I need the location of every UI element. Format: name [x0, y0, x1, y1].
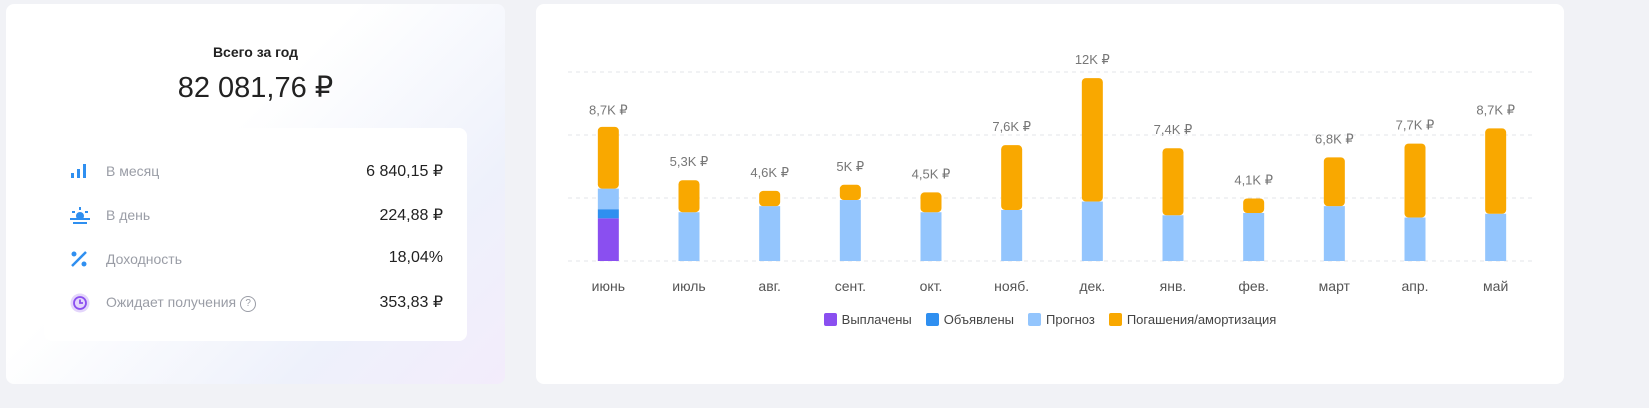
bar-segment: [1243, 198, 1265, 213]
total-label: 7,4K ₽: [1154, 122, 1193, 137]
bar-segment: [678, 212, 700, 261]
stat-value: 353,83 ₽: [379, 294, 443, 311]
legend-swatch: [1028, 313, 1042, 326]
x-tick-label: янв.: [1160, 278, 1187, 294]
legend-swatch: [823, 313, 837, 326]
bar-segment: [1323, 206, 1345, 261]
legend-item[interactable]: Погашения/амортизация: [1108, 312, 1277, 327]
total-label: 5,3K ₽: [670, 154, 709, 169]
stat-row: В месяц 6 840,15 ₽: [44, 159, 467, 183]
hint-icon[interactable]: ?: [240, 296, 257, 312]
bar-segment: [1243, 212, 1265, 261]
stat-label: Ожидает получения?: [106, 294, 257, 312]
legend-label: Погашения/амортизация: [1126, 312, 1277, 327]
stat-value: 224,88 ₽: [379, 207, 443, 224]
bar-segment: [597, 209, 619, 219]
legend: Выплачены Объявлены Прогноз Погашения/аморт…: [536, 312, 1564, 327]
total-label: 7,7K ₽: [1396, 118, 1435, 133]
bar-segment: [597, 188, 619, 210]
stat-row: Доходность 18,04%: [44, 247, 467, 271]
x-tick-label: июнь: [592, 278, 625, 294]
chart: 8,7K ₽ июнь 5,3K ₽ июль 4,6K ₽ авг. 5K ₽ сент. 4…: [568, 52, 1536, 294]
legend-label: Прогноз: [1046, 312, 1095, 327]
bar-segment: [839, 200, 861, 261]
x-tick-label: июль: [672, 278, 705, 294]
bar-segment: [1485, 213, 1507, 261]
stat-row: В день 224,88 ₽: [44, 203, 467, 227]
x-tick-label: дек.: [1079, 278, 1105, 294]
stat-label-text: Ожидает получения: [106, 294, 237, 310]
x-tick-label: апр.: [1401, 278, 1428, 294]
stat-label: В день: [106, 207, 151, 223]
stat-value: 6 840,15 ₽: [366, 163, 443, 180]
icon: [70, 207, 90, 224]
bar-segment: [920, 192, 942, 213]
bar-segment: [920, 212, 942, 261]
bar-segment: [1404, 217, 1426, 261]
stat-value: 18,04%: [388, 249, 443, 266]
bar-segment: [1162, 148, 1184, 216]
total-label: 8,7K ₽: [589, 102, 628, 117]
legend-swatch: [1108, 313, 1122, 326]
bar-segment: [1001, 209, 1023, 261]
x-tick-label: март: [1319, 278, 1351, 294]
bar-segment: [1081, 201, 1103, 261]
bar-segment: [759, 190, 781, 207]
x-tick-label: окт.: [920, 278, 943, 294]
bar-segment: [1001, 145, 1023, 210]
total-label: 7,6K ₽: [992, 119, 1031, 134]
legend-label: Объявлены: [943, 312, 1015, 327]
bar-segment: [839, 184, 861, 201]
icon: [70, 293, 90, 313]
bar-segment: [597, 218, 619, 261]
icon: [71, 164, 86, 178]
summary-title: Всего за год: [212, 44, 299, 60]
legend-item[interactable]: Объявлены: [925, 312, 1015, 327]
summary-total: 82 081,76 ₽: [177, 72, 334, 104]
legend-label: Выплачены: [841, 312, 912, 327]
legend-item[interactable]: Выплачены: [823, 312, 912, 327]
chart-panel: 8,7K ₽ июнь 5,3K ₽ июль 4,6K ₽ авг. 5K ₽ сент. 4…: [536, 4, 1564, 384]
bar-segment: [1404, 143, 1426, 218]
x-tick-label: нояб.: [994, 278, 1029, 294]
stat-label: В месяц: [106, 163, 160, 179]
x-tick-label: фев.: [1238, 278, 1269, 294]
total-label: 12K ₽: [1075, 52, 1110, 67]
total-label: 6,8K ₽: [1315, 131, 1354, 146]
total-label: 4,1K ₽: [1234, 173, 1273, 188]
legend-item[interactable]: Прогноз: [1028, 312, 1095, 327]
icon: [71, 251, 87, 267]
summary-panel: Всего за год 82 081,76 ₽ В месяц 6 840,1…: [6, 4, 505, 384]
bar-segment: [1162, 215, 1184, 261]
total-label: 4,5K ₽: [912, 166, 951, 181]
bar-segment: [1323, 157, 1345, 207]
bar-segment: [759, 206, 781, 261]
stat-row: Ожидает получения? 353,83 ₽: [44, 290, 467, 314]
legend-swatch: [925, 313, 939, 326]
bar-segment: [1081, 78, 1103, 202]
total-label: 8,7K ₽: [1476, 102, 1515, 117]
x-tick-label: май: [1483, 278, 1508, 294]
stats-card: В месяц 6 840,15 ₽ В день 224,88 ₽ Доход…: [44, 128, 467, 341]
stat-label: Доходность: [106, 251, 182, 267]
total-label: 4,6K ₽: [750, 165, 789, 180]
x-tick-label: авг.: [758, 278, 781, 294]
bar-segment: [597, 126, 619, 189]
bar-segment: [1485, 128, 1507, 214]
total-label: 5K ₽: [836, 159, 864, 174]
x-tick-label: сент.: [835, 278, 866, 294]
bar-segment: [678, 180, 700, 213]
